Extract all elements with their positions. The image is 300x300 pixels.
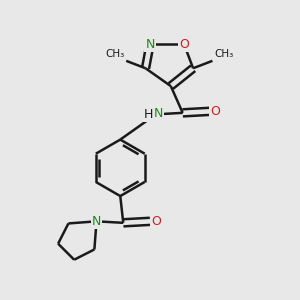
Text: CH₃: CH₃ bbox=[214, 49, 233, 59]
Text: O: O bbox=[211, 105, 220, 118]
Text: O: O bbox=[179, 38, 189, 51]
Text: N: N bbox=[154, 107, 164, 120]
Text: N: N bbox=[145, 38, 155, 51]
Text: N: N bbox=[92, 215, 101, 228]
Text: H: H bbox=[144, 108, 153, 121]
Text: CH₃: CH₃ bbox=[106, 49, 125, 59]
Text: O: O bbox=[151, 215, 161, 228]
